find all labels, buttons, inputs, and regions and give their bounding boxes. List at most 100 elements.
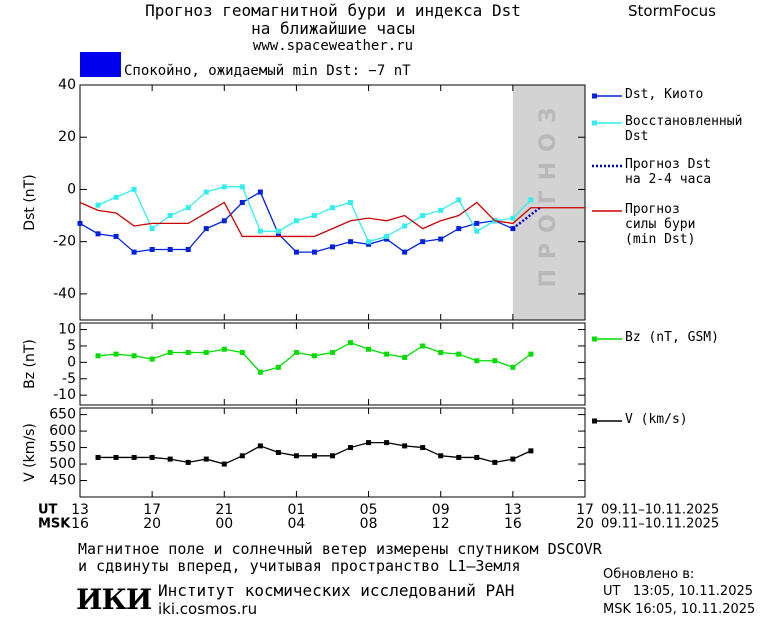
x-tick-label: 05 <box>360 502 378 518</box>
series-marker <box>348 200 354 205</box>
series-marker <box>420 343 426 349</box>
updated-line: UT 13:05, 10.11.2025 <box>603 584 754 599</box>
series-marker <box>185 205 191 211</box>
series-marker <box>167 350 173 356</box>
series-marker <box>185 350 191 356</box>
title-line: на ближайшие часы <box>251 19 415 38</box>
series-marker <box>510 456 516 462</box>
series-marker <box>257 443 263 449</box>
series-marker <box>402 249 408 255</box>
y-tick-label: 450 <box>49 473 76 489</box>
series-marker <box>510 364 516 370</box>
series-marker <box>167 456 173 462</box>
series-marker <box>384 440 390 446</box>
x-tick-label: 01 <box>288 502 306 518</box>
series-marker <box>77 220 83 226</box>
series-marker <box>149 226 155 232</box>
series-marker <box>275 450 281 455</box>
date-range: 09.11–10.11.2025 <box>601 517 719 532</box>
series-marker <box>492 459 498 465</box>
series-marker <box>420 445 426 451</box>
series-marker <box>492 358 498 364</box>
legend-marker <box>592 120 597 126</box>
series-marker <box>203 226 209 232</box>
y-tick-label: 500 <box>49 456 76 472</box>
series-marker <box>113 233 119 239</box>
series-marker <box>456 226 462 232</box>
series-marker <box>366 346 372 352</box>
series-marker <box>528 197 534 203</box>
series-marker <box>438 453 444 459</box>
y-tick-label: -20 <box>53 234 76 250</box>
series-marker <box>348 239 354 245</box>
series-marker <box>257 369 263 375</box>
y-tick-label: 20 <box>58 129 76 145</box>
x-tick-label: 12 <box>432 516 450 532</box>
series-marker <box>438 207 444 213</box>
plot-frame <box>79 322 586 406</box>
series-marker <box>95 202 101 208</box>
series-marker <box>456 197 462 203</box>
x-axis-name: MSK <box>38 517 71 532</box>
series-marker <box>311 453 317 459</box>
x-tick-label: 17 <box>576 502 594 518</box>
y-tick-label: 40 <box>58 77 76 93</box>
series-marker <box>456 351 462 357</box>
note-line: Магнитное поле и солнечный ветер измерен… <box>78 540 602 558</box>
series-marker <box>474 228 480 234</box>
x-tick-label: 16 <box>504 516 522 532</box>
series-marker <box>311 353 317 359</box>
series-marker <box>221 346 227 352</box>
x-tick-label: 21 <box>215 502 233 518</box>
series-marker <box>528 351 534 357</box>
x-tick-label: 04 <box>288 516 306 532</box>
x-tick-label: 20 <box>576 516 594 532</box>
series-marker <box>366 440 372 446</box>
x-tick-label: 17 <box>143 502 161 518</box>
series-marker <box>474 220 480 226</box>
series-marker <box>330 350 335 356</box>
series-marker <box>275 231 281 237</box>
y-tick-label: -40 <box>53 286 76 302</box>
x-tick-label: 13 <box>71 502 89 518</box>
series-marker <box>293 350 299 356</box>
x-tick-label: 08 <box>360 516 378 532</box>
series-marker <box>330 244 335 250</box>
series-marker <box>131 454 137 460</box>
series-marker <box>95 231 101 237</box>
series-marker <box>149 247 155 252</box>
series-marker <box>221 184 227 190</box>
series-marker <box>239 453 245 459</box>
updated-title: Обновлено в: <box>603 567 695 582</box>
y-tick-label: 0 <box>67 181 76 197</box>
series-marker <box>149 356 155 362</box>
x-tick-label: 16 <box>71 516 89 532</box>
series-marker <box>113 194 119 200</box>
series-marker <box>275 228 281 234</box>
series-marker <box>402 354 408 360</box>
series-marker <box>330 453 335 459</box>
series-marker <box>293 218 299 224</box>
series-marker <box>167 247 173 252</box>
series-marker <box>293 249 299 255</box>
url: iki.cosmos.ru <box>158 600 258 618</box>
series-marker <box>275 364 281 370</box>
series-marker <box>474 358 480 364</box>
series-marker <box>420 239 426 245</box>
title-line: Прогноз геомагнитной бури и индекса Dst <box>145 1 521 20</box>
x-tick-label: 09 <box>432 502 450 518</box>
series-marker <box>420 213 426 219</box>
series-marker <box>456 454 462 460</box>
y-tick-label: -10 <box>53 387 76 403</box>
series-marker <box>528 448 534 454</box>
series-marker <box>239 350 245 356</box>
series-marker <box>384 351 390 357</box>
series-marker <box>330 205 335 211</box>
status-box <box>80 52 121 77</box>
y-tick-label: 600 <box>49 423 76 439</box>
series-marker <box>510 215 516 221</box>
series-marker <box>239 200 245 205</box>
series-marker <box>402 223 408 229</box>
series-marker <box>95 454 101 460</box>
